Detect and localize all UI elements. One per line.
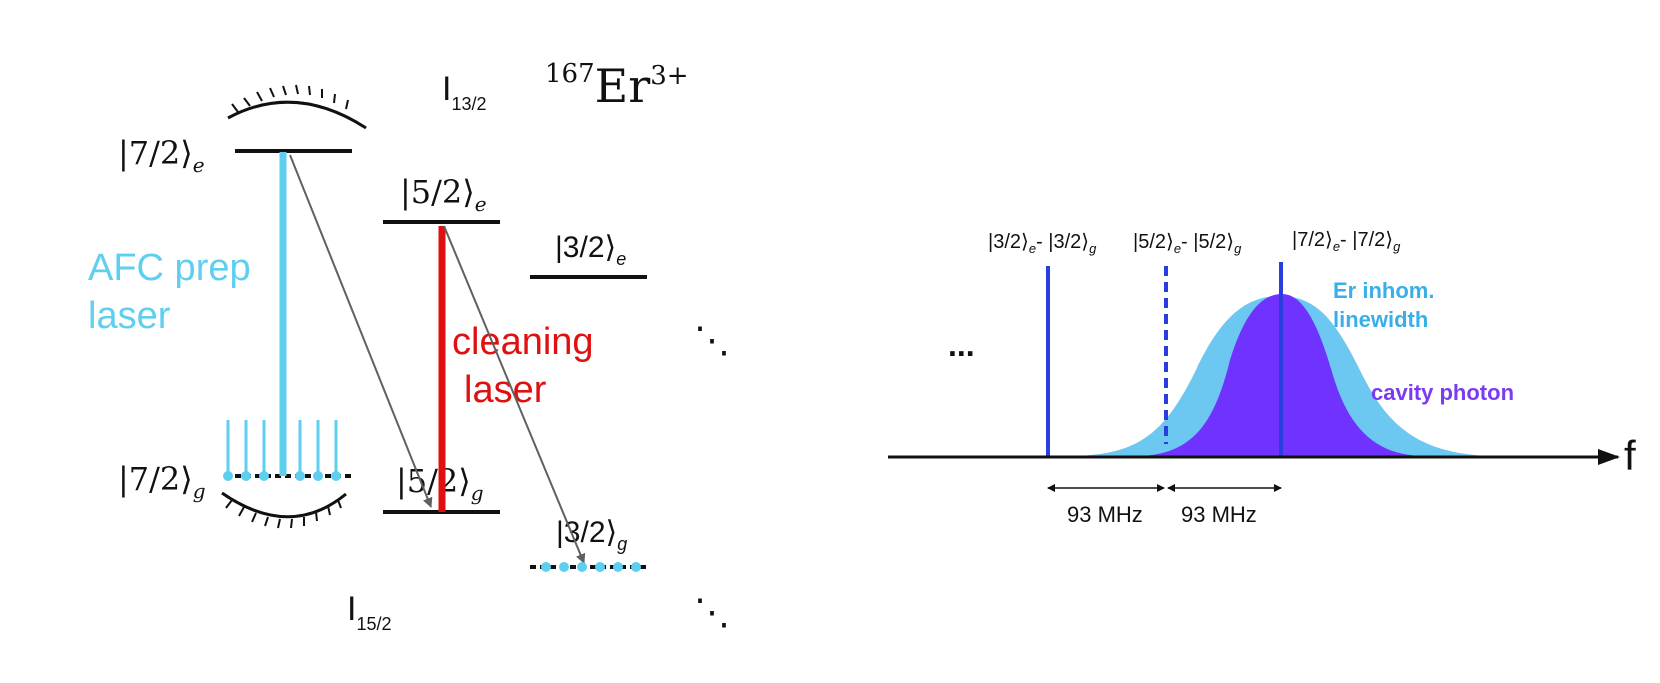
lower-manifold-label: I15/2 <box>347 590 392 634</box>
g-3-2-population-dots <box>541 562 641 572</box>
cleaning-laser: cleaning laser <box>438 226 594 512</box>
label-g-5-2: |5/2⟩g <box>396 462 484 505</box>
label-e-3-2: |3/2⟩e <box>555 231 626 269</box>
afc-laser-label-line2: laser <box>88 295 171 337</box>
top-mirror <box>227 84 367 130</box>
transition-label-3-2: |3/2⟩e- |3/2⟩g <box>988 231 1097 256</box>
label-e-7-2: |7/2⟩e <box>118 134 205 177</box>
decay-arrow-5-2 <box>443 225 586 564</box>
frequency-axis-label: f <box>1624 432 1636 479</box>
spacing-label-right: 93 MHz <box>1181 502 1257 527</box>
cleaning-laser-label-line1: cleaning <box>452 321 594 363</box>
bottom-mirror <box>221 491 347 529</box>
inhomogeneous-label-line1: Er inhom. <box>1333 278 1434 303</box>
afc-prep-laser: AFC prep laser <box>88 152 341 481</box>
species-label: 167Er3+ <box>545 59 689 113</box>
afc-laser-label-line1: AFC prep <box>88 247 251 289</box>
afc-comb-teeth <box>226 420 338 474</box>
spectrum-ellipsis: ... <box>948 327 975 363</box>
ellipsis-upper: ⋱ <box>694 320 730 361</box>
transition-label-7-2: |7/2⟩e- |7/2⟩g <box>1292 229 1401 254</box>
label-g-7-2: |7/2⟩g <box>118 460 206 503</box>
cavity-photon-label: cavity photon <box>1371 380 1514 405</box>
afc-population-dots <box>223 471 341 481</box>
inhomogeneous-label-line2: linewidth <box>1333 307 1428 332</box>
spacing-label-left: 93 MHz <box>1067 502 1143 527</box>
energy-level-diagram: 167Er3+ I13/2 I15/2 |7/2⟩e |5/2⟩e |3/2⟩e… <box>88 59 730 634</box>
label-e-5-2: |5/2⟩e <box>400 173 487 216</box>
ellipsis-lower: ⋱ <box>694 592 730 633</box>
upper-manifold-label: I13/2 <box>442 70 487 114</box>
decay-arrow-7-2 <box>289 154 433 508</box>
transition-label-5-2: |5/2⟩e- |5/2⟩g <box>1133 231 1242 256</box>
frequency-spectrum: f ... |3/2⟩e- |3/2⟩g |5/2⟩e- |5/2⟩g |7/2… <box>888 229 1636 527</box>
